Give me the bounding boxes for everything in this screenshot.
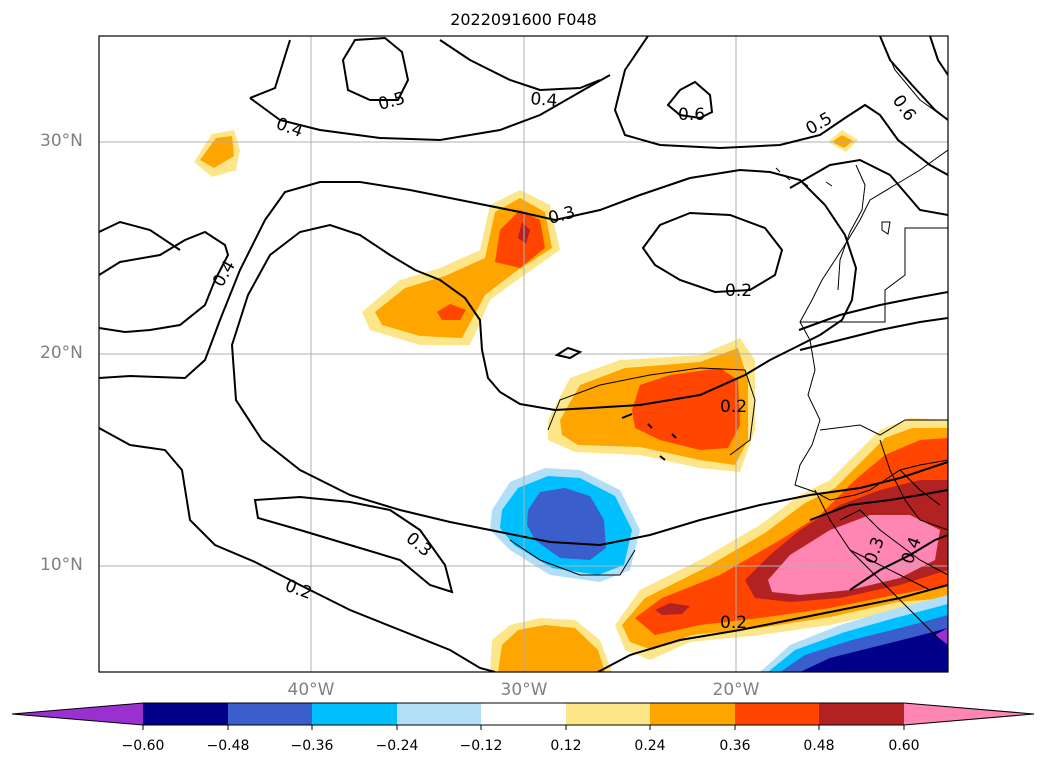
- colorbar-segment: [228, 703, 312, 725]
- map-frame: [98, 35, 949, 673]
- contour-label: 0.2: [725, 281, 752, 301]
- contour-label: 0.5: [803, 108, 836, 139]
- contour-label: 0.3: [402, 529, 436, 562]
- colorbar-segment: [735, 703, 819, 725]
- colorbar-tick-label: 0.60: [888, 738, 920, 754]
- lat-label-10n: 10°N: [40, 555, 83, 575]
- anomaly-fill-pink: [768, 515, 940, 595]
- graticule: [99, 36, 948, 672]
- colorbar-segment: [650, 703, 735, 725]
- lon-label-30w: 30°W: [500, 680, 548, 700]
- lon-label-40w: 40°W: [287, 680, 335, 700]
- colorbar-tick-label: 0.12: [550, 738, 582, 754]
- contour-label: 0.2: [282, 576, 314, 604]
- anomaly-fill-dark-red: [655, 603, 690, 615]
- anomaly-fill-navy: [800, 628, 948, 672]
- anomaly-fill-red-orange: [437, 304, 466, 320]
- colorbar-tick-label: 0.36: [719, 738, 751, 754]
- colorbar-tick-label: 0.24: [634, 738, 666, 754]
- colorbar-segment: [481, 703, 566, 725]
- anomaly-fill-purple: [935, 628, 948, 645]
- lat-label-20n: 20°N: [40, 343, 83, 363]
- filled-anomaly-layer: [194, 130, 948, 672]
- map-title: 2022091600 F048: [450, 10, 597, 29]
- anomaly-fill-orange: [200, 136, 234, 168]
- contour-label: 0.2: [720, 397, 747, 417]
- colorbar-tick-label: 0.48: [803, 738, 835, 754]
- contour-label: 0.3: [546, 203, 577, 229]
- contour-label: 0.6: [888, 91, 920, 125]
- contour-label: 0.4: [273, 114, 305, 142]
- colorbar-tick-label: −0.60: [121, 738, 165, 754]
- colorbar-tick-label: −0.12: [459, 738, 503, 754]
- colorbar-tick-label: −0.48: [206, 738, 250, 754]
- lon-label-20w: 20°W: [712, 680, 760, 700]
- contour-label: 0.6: [678, 105, 705, 125]
- colorbar-extend-low: [12, 703, 143, 725]
- colorbar: [11, 702, 1035, 730]
- colorbar-segment: [566, 703, 650, 725]
- contours: [99, 36, 948, 672]
- lat-label-30n: 30°N: [40, 131, 83, 151]
- colorbar-tick-label: −0.24: [375, 738, 419, 754]
- colorbar-tick-label: −0.36: [290, 738, 334, 754]
- contour-label: 0.5: [376, 89, 407, 115]
- colorbar-extend-high: [904, 703, 1034, 725]
- contour-label: 0.4: [530, 89, 559, 111]
- colorbar-segment: [397, 703, 481, 725]
- colorbar-segment: [312, 703, 397, 725]
- colorbar-segment: [143, 703, 228, 725]
- anomaly-fill-orange: [498, 625, 605, 672]
- contour-label: 0.2: [720, 613, 747, 633]
- colorbar-segment: [819, 703, 904, 725]
